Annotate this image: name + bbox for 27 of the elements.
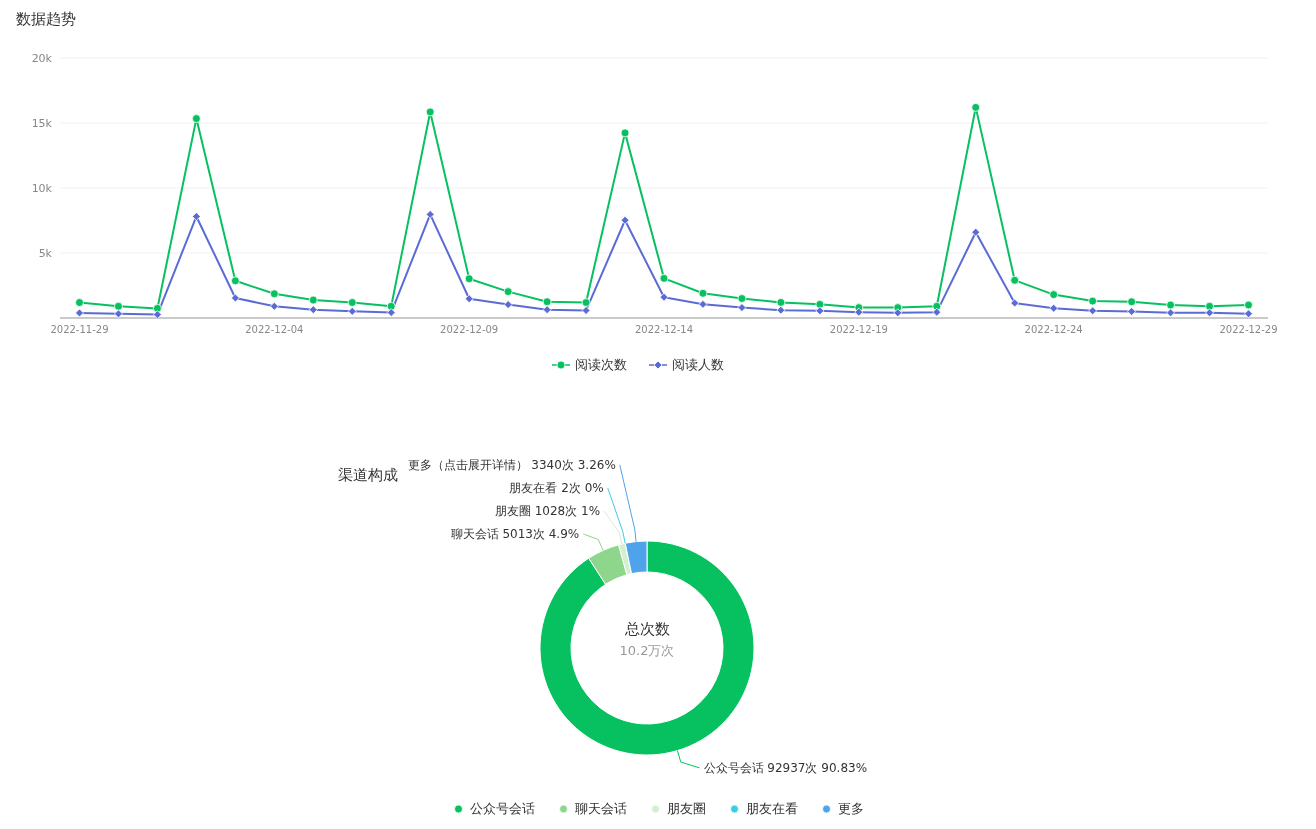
x-tick-label: 2022-12-04: [245, 324, 304, 336]
legend-label: 更多: [838, 800, 864, 818]
x-tick-label: 2022-12-29: [1219, 324, 1278, 336]
legend-label: 聊天会话: [575, 800, 627, 818]
x-tick-label: 2022-12-14: [634, 324, 694, 336]
legend-label: 朋友圈: [667, 800, 706, 818]
data-label: 公众号会话 92937次 90.83%: [703, 760, 868, 775]
y-tick-label: 15k: [31, 116, 53, 130]
y-tick-label: 20k: [31, 51, 53, 65]
legend-label: 阅读人数: [672, 356, 724, 374]
y-tick-label: 10k: [31, 181, 53, 195]
data-label: 更多（点击展开详情） 3340次 3.26%: [407, 457, 616, 472]
legend-label: 公众号会话: [470, 800, 535, 818]
legend-label: 朋友在看: [746, 800, 798, 818]
chart-title: 数据趋势: [16, 10, 76, 29]
x-tick-label: 2022-11-29: [50, 324, 109, 336]
text: 10.2万次: [618, 642, 676, 660]
data-label: 朋友在看 2次 0%: [509, 480, 604, 495]
text: 总次数: [623, 620, 671, 639]
text: 渠道构成: [338, 466, 398, 485]
x-tick-label: 2022-12-19: [829, 324, 888, 336]
y-tick-label: 5k: [38, 246, 53, 260]
legend-label: 阅读次数: [575, 356, 627, 374]
x-tick-label: 2022-12-09: [440, 324, 499, 336]
data-label: 聊天会话 5013次 4.9%: [450, 526, 580, 541]
data-label: 朋友圈 1028次 1%: [494, 503, 601, 518]
x-tick-label: 2022-12-24: [1024, 324, 1083, 336]
